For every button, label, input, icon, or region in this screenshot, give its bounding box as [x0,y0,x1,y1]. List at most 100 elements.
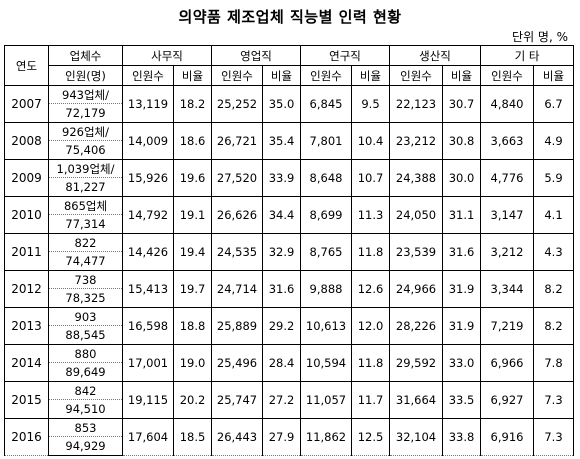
cell-staff: 74,477 [48,251,123,271]
cell-research-ratio: 11.8 [351,344,390,382]
cell-other-ratio: 4.3 [532,233,575,271]
cell-other-ratio: 7.3 [532,381,575,419]
table-row-sub: 94,929 [5,436,574,456]
header-ratio: 비율 [351,65,390,86]
cell-sales-ratio: 31.6 [262,270,301,308]
cell-office-count: 19,115 [122,381,174,419]
cell-research-count: 6,845 [300,85,352,123]
cell-staff: 94,510 [48,399,123,419]
cell-companies: 1,039업체/ [48,159,123,178]
cell-staff: 94,929 [48,436,123,456]
cell-year: 2010 [4,196,49,234]
cell-research-count: 11,057 [300,381,352,419]
cell-sales-count: 24,535 [211,233,263,271]
cell-other-count: 4,776 [480,159,534,197]
table-row-sub: 94,510 [5,399,574,419]
header-count: 인원수 [389,65,443,86]
cell-other-count: 6,916 [480,418,534,456]
cell-other-ratio: 7.3 [532,418,575,456]
cell-office-count: 15,926 [122,159,174,197]
cell-sales-ratio: 35.4 [262,122,301,160]
cell-staff: 75,406 [48,140,123,160]
cell-office-ratio: 19.0 [173,344,212,382]
cell-other-count: 4,840 [480,85,534,123]
cell-office-ratio: 18.6 [173,122,212,160]
cell-production-ratio: 33.8 [442,418,481,456]
cell-other-ratio: 7.8 [532,344,575,382]
cell-production-ratio: 31.9 [442,270,481,308]
cell-sales-ratio: 27.9 [262,418,301,456]
cell-production-count: 22,123 [389,85,443,123]
cell-production-ratio: 31.6 [442,233,481,271]
cell-year: 2009 [4,159,49,197]
cell-staff: 78,325 [48,288,123,308]
header-group-production: 생산직 [389,45,481,66]
cell-production-count: 24,388 [389,159,443,197]
table-row: 2009 1,039업체/15,926 19.6 27,520 33.9 8,648 10.… [4,159,575,197]
cell-production-ratio: 31.1 [442,196,481,234]
cell-sales-count: 27,520 [211,159,263,197]
table-row: 2012 738 15,413 19.7 24,714 31.6 9,888 12.6 24,9… [4,270,575,308]
table-row: 2011 822 14,426 19.4 24,535 32.9 8,765 11.8 23,5… [4,233,575,271]
cell-production-ratio: 33.0 [442,344,481,382]
cell-office-count: 14,426 [122,233,174,271]
header-row-groups: 연도 업체수 사무직 영업직 연구직 생산직 기 타 [4,45,575,86]
cell-research-count: 7,801 [300,122,352,160]
cell-other-ratio: 8.2 [532,307,575,345]
header-count: 인원수 [300,65,352,86]
cell-research-count: 10,613 [300,307,352,345]
cell-production-ratio: 30.0 [442,159,481,197]
header-staff: 인원(명) [48,65,123,86]
cell-research-ratio: 12.6 [351,270,390,308]
cell-sales-count: 25,889 [211,307,263,345]
cell-sales-ratio: 33.9 [262,159,301,197]
header-group-other: 기 타 [479,45,575,66]
cell-sales-count: 26,443 [211,418,263,456]
cell-companies: 926업체/ [48,122,123,141]
cell-office-ratio: 19.6 [173,159,212,197]
cell-sales-ratio: 28.4 [262,344,301,382]
cell-office-count: 15,413 [122,270,174,308]
table-row: 2016 853 17,604 18.5 26,443 27.9 11,862 12.5 32,… [4,418,575,456]
cell-office-ratio: 18.2 [173,85,212,123]
header-company-count: 업체수 [48,45,123,66]
cell-year: 2011 [4,233,49,271]
cell-research-count: 8,648 [300,159,352,197]
header-row-sub: 인원(명) 인원수 비율 인원수 비율 인원수 비율 인원수 비율 인원수 비율 [5,65,575,86]
cell-sales-count: 26,626 [211,196,263,234]
cell-year: 2008 [4,122,49,160]
cell-sales-count: 25,252 [211,85,263,123]
cell-production-count: 28,226 [389,307,443,345]
cell-production-ratio: 30.7 [442,85,481,123]
cell-research-ratio: 11.7 [351,381,390,419]
header-count: 인원수 [211,65,263,86]
cell-office-ratio: 18.8 [173,307,212,345]
cell-staff: 89,649 [48,362,123,382]
cell-sales-count: 25,496 [211,344,263,382]
table-row: 2015 842 19,115 20.2 25,747 27.2 11,057 11.7 31,… [4,381,575,419]
cell-office-ratio: 20.2 [173,381,212,419]
cell-research-count: 10,594 [300,344,352,382]
cell-research-count: 11,862 [300,418,352,456]
cell-other-ratio: 4.1 [532,196,575,234]
table-row: 2010 865업체 14,792 19.1 26,626 34.4 8,699 11.3 24… [4,196,575,234]
cell-other-count: 3,663 [480,122,534,160]
cell-companies: 853 [48,418,123,437]
header-group-office: 사무직 [122,45,212,66]
table-row: 2008 926업체/14,009 18.6 26,721 35.4 7,801 10.4 2… [4,122,575,160]
header-year: 연도 [4,45,49,86]
header-count: 인원수 [480,65,534,86]
cell-production-ratio: 30.8 [442,122,481,160]
cell-research-ratio: 10.7 [351,159,390,197]
table-row: 2013 903 16,598 18.8 25,889 29.2 10,613 12.0 28,… [4,307,575,345]
cell-production-count: 23,539 [389,233,443,271]
cell-year: 2014 [4,344,49,382]
cell-office-count: 14,009 [122,122,174,160]
cell-research-ratio: 12.5 [351,418,390,456]
cell-research-count: 9,888 [300,270,352,308]
cell-research-count: 8,765 [300,233,352,271]
cell-production-count: 32,104 [389,418,443,456]
cell-office-ratio: 19.7 [173,270,212,308]
cell-other-count: 3,212 [480,233,534,271]
cell-staff: 81,227 [48,177,123,197]
